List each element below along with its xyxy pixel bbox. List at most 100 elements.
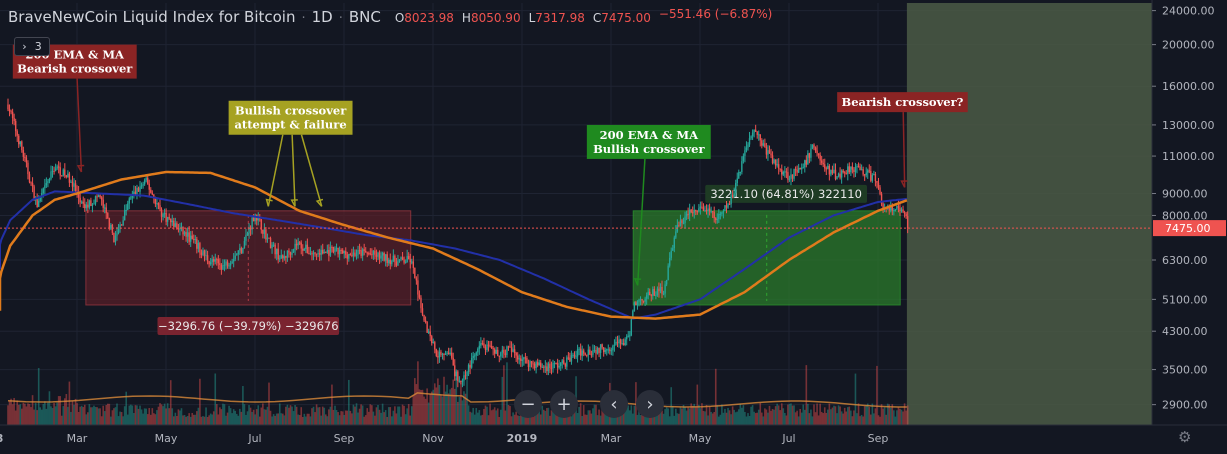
volume-bar — [186, 415, 189, 425]
candle-body — [305, 244, 307, 249]
indicators-toggle[interactable]: › 3 — [14, 37, 50, 56]
volume-bar — [737, 409, 740, 425]
volume-bar — [360, 404, 362, 425]
candle-body — [781, 169, 783, 175]
candle-body — [785, 171, 788, 173]
scroll-left-button[interactable]: ‹ — [600, 390, 628, 418]
volume-bar — [189, 416, 192, 425]
candle-body — [742, 155, 745, 162]
candle-body — [483, 343, 485, 348]
candle-body — [758, 134, 760, 136]
candle-body — [865, 172, 867, 176]
y-tick-label: 16000.00 — [1162, 80, 1215, 93]
candle-body — [219, 263, 221, 266]
annotation-text: Bearish crossover — [17, 62, 133, 76]
volume-bar — [37, 368, 40, 425]
candle-body — [153, 194, 155, 198]
candle-body — [88, 200, 91, 208]
volume-bar — [183, 415, 186, 425]
candle-body — [833, 169, 835, 174]
volume-bar — [88, 404, 91, 425]
volume-bar — [378, 409, 381, 425]
volume-bar — [504, 410, 507, 425]
volume-bar — [750, 406, 752, 425]
volume-bar — [235, 413, 238, 425]
candle-body — [349, 254, 352, 256]
candle-body — [401, 257, 404, 260]
volume-bar — [308, 413, 310, 425]
volume-bar — [569, 415, 571, 425]
volume-bar — [853, 410, 855, 425]
volume-bar — [632, 413, 634, 425]
candle-body — [673, 237, 675, 249]
volume-bar — [885, 414, 887, 425]
volume-bar — [226, 412, 229, 425]
volume-bar — [202, 416, 204, 425]
candle-body — [765, 147, 768, 155]
candle-body — [389, 259, 391, 265]
candle-body — [602, 347, 605, 353]
volume-bar — [414, 378, 416, 425]
candle-body — [464, 375, 467, 377]
candle-body — [618, 339, 620, 344]
volume-bar — [779, 410, 782, 425]
candle-body — [457, 371, 459, 381]
x-tick-label: 2018 — [0, 432, 3, 445]
interval-label[interactable]: 1D — [311, 8, 333, 26]
volume-ma-line — [7, 392, 907, 408]
candle-body — [87, 204, 89, 208]
volume-bar — [300, 407, 303, 425]
candle-body — [811, 144, 814, 149]
candle-body — [857, 166, 860, 168]
volume-bar — [762, 416, 765, 425]
bear-zone-label: −3296.76 (−39.79%) −329676 — [158, 319, 339, 333]
candle-body — [891, 206, 894, 211]
candle-body — [844, 172, 846, 174]
candle-body — [523, 357, 525, 360]
candle-body — [526, 357, 528, 364]
volume-bar — [192, 414, 195, 425]
zoom-out-button[interactable]: − — [514, 390, 542, 418]
zoom-in-button[interactable]: + — [550, 390, 578, 418]
volume-bar — [338, 415, 341, 425]
volume-bar — [813, 404, 815, 425]
volume-bar — [699, 408, 702, 425]
volume-bar — [705, 404, 708, 425]
candle-body — [183, 232, 186, 235]
volume-bar — [805, 365, 808, 425]
candle-body — [297, 242, 299, 246]
candle-body — [289, 252, 292, 255]
candle-body — [424, 320, 427, 322]
candle-body — [285, 256, 287, 258]
volume-bar — [437, 378, 439, 425]
volume-bar — [823, 407, 826, 425]
candle-body — [665, 280, 668, 285]
candle-body — [888, 207, 890, 211]
candle-body — [128, 198, 130, 204]
candle-body — [431, 336, 433, 344]
volume-bar — [458, 396, 461, 425]
volume-bar — [93, 405, 95, 425]
volume-bar — [899, 408, 901, 425]
volume-bar — [412, 394, 415, 425]
volume-bar — [480, 415, 482, 425]
volume-bar — [415, 384, 418, 425]
candle-body — [530, 361, 533, 364]
scroll-right-button[interactable]: › — [636, 390, 664, 418]
volume-bar — [331, 384, 333, 425]
volume-bar — [240, 411, 243, 425]
candle-body — [487, 344, 490, 346]
volume-bar — [70, 411, 72, 425]
volume-bar — [493, 407, 496, 425]
candle-body — [51, 170, 54, 172]
volume-bar — [48, 391, 51, 425]
volume-bar — [220, 409, 223, 425]
volume-bar — [473, 414, 476, 425]
volume-bar — [834, 406, 837, 425]
candle-body — [397, 260, 399, 266]
gear-icon[interactable]: ⚙ — [1178, 428, 1192, 446]
candle-body — [214, 259, 216, 262]
volume-bar — [616, 416, 619, 425]
volume-bar — [106, 403, 109, 425]
